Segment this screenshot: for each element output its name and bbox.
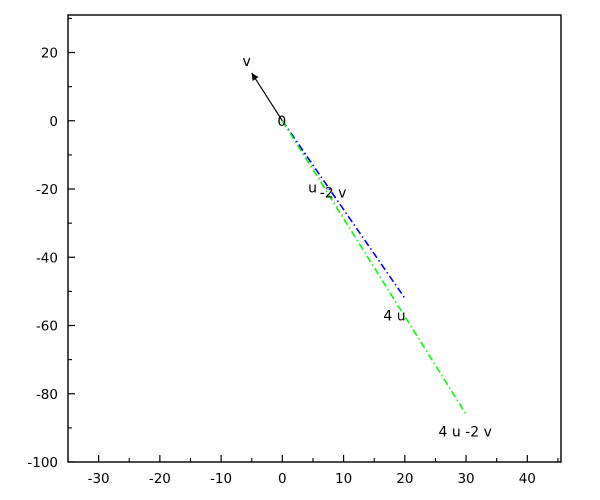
y-tick-label: 0 [49,114,58,130]
plot-frame [67,14,562,463]
x-tick-label: 40 [519,471,536,487]
data-labels-layer: v u -2 v 4 u 4 u -2 v 0 [243,54,492,440]
data-lines-layer [251,72,467,415]
vector-line-v [251,72,283,122]
vector-label-4-u: 4 u [383,308,405,324]
y-tick-label: 20 [41,46,58,62]
vector-label--2-v: -2 v [320,185,347,201]
vector-line-4-u [281,120,406,299]
x-tick-label: 10 [335,471,352,487]
y-tick-label: -60 [36,319,58,335]
vector-line-4-u--2-v [281,120,467,415]
origin-label: 0 [277,114,286,130]
vector-label-v: v [243,54,251,70]
axis-ticks-layer [67,17,559,463]
y-tick-label: -20 [36,182,58,198]
y-tick-label: -80 [36,387,58,403]
x-tick-label: 30 [457,471,474,487]
x-tick-label: -10 [210,471,232,487]
x-tick-label: -30 [88,471,110,487]
y-tick-label: -100 [27,455,58,471]
x-tick-label: -20 [149,471,171,487]
x-tick-label: 0 [278,471,287,487]
vector-label-u: u [308,180,317,196]
vector-label-4-u--2-v: 4 u -2 v [439,424,492,440]
y-tick-label: -40 [36,250,58,266]
x-tick-label: 20 [396,471,413,487]
